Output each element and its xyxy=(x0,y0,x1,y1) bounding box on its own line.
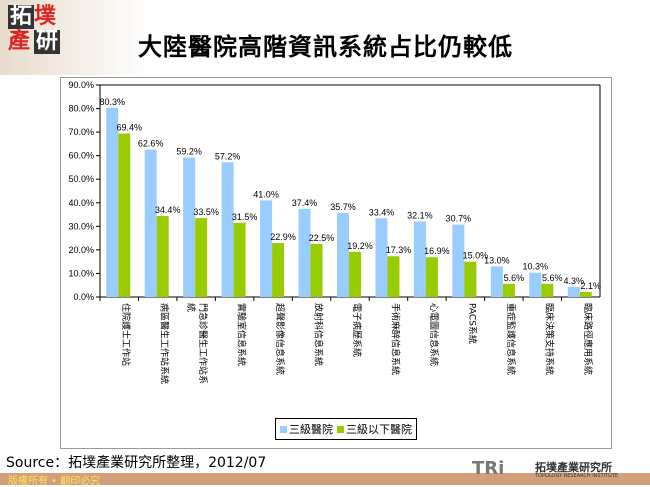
data-label: 5.6% xyxy=(542,273,563,283)
x-tick-label-continued: 統 xyxy=(185,303,197,312)
bar-2 xyxy=(349,251,361,297)
bar-2 xyxy=(156,215,169,297)
bar-1 xyxy=(106,107,119,297)
data-label: 22.9% xyxy=(270,232,296,242)
data-label: 2.1% xyxy=(581,281,602,291)
copyright-text: 版權所有 • 翻印必究 xyxy=(8,476,101,487)
x-tick-label: 放射科信息系統 xyxy=(313,303,325,366)
y-tick-label: 60.0% xyxy=(68,151,94,161)
bar-1 xyxy=(260,200,273,297)
data-label: 59.2% xyxy=(176,147,202,157)
bar-1 xyxy=(144,149,157,297)
bar-1 xyxy=(298,208,311,297)
data-label: 34.4% xyxy=(155,205,181,215)
bar-2 xyxy=(464,261,477,297)
data-label: 57.2% xyxy=(215,151,241,161)
logo: 拓 墣 產 研 xyxy=(8,4,61,54)
data-label: 31.5% xyxy=(232,212,258,222)
legend-item-series-1: 三級醫院 xyxy=(280,421,333,437)
x-tick-label: 臨床決策支持系統 xyxy=(543,303,555,375)
data-label: 17.3% xyxy=(386,245,412,255)
y-tick-label: 20.0% xyxy=(68,245,94,255)
bar-2 xyxy=(118,133,131,297)
x-tick-label: PACS系統 xyxy=(466,303,478,344)
legend-label: 三級以下醫院 xyxy=(346,423,412,436)
page-title: 大陸醫院高階資訊系統占比仍較低 xyxy=(138,32,513,61)
y-tick-label: 70.0% xyxy=(68,127,94,137)
bar-2 xyxy=(541,283,554,297)
legend-swatch xyxy=(280,426,287,433)
x-tick-label: 重症監護信息系統 xyxy=(505,303,517,375)
data-label: 16.9% xyxy=(424,246,450,256)
bar-2 xyxy=(579,292,592,297)
data-label: 15.0% xyxy=(463,251,489,261)
x-tick-label: 實驗室信息系統 xyxy=(236,303,248,366)
bar-1 xyxy=(567,286,580,297)
bar-1 xyxy=(375,218,388,297)
data-label: 62.6% xyxy=(138,139,164,149)
legend-label: 三級醫院 xyxy=(289,423,333,436)
brand-name-cn: 拓墣產業研究所 xyxy=(535,461,612,474)
brand-name-en: TOPOLOGY RESEARCH INSTITUTE xyxy=(535,473,619,479)
y-tick-label: 10.0% xyxy=(68,268,94,278)
bar-1 xyxy=(490,266,503,297)
bar-2 xyxy=(310,244,323,297)
legend-swatch xyxy=(337,426,344,433)
bar-2 xyxy=(387,256,400,297)
data-label: 13.0% xyxy=(484,255,510,265)
bar-1 xyxy=(337,212,349,297)
data-label: 35.7% xyxy=(330,202,356,212)
data-label: 41.0% xyxy=(253,189,279,199)
bar-2 xyxy=(195,218,208,297)
x-tick-label: 臨床路徑應用系統 xyxy=(582,303,594,375)
chart-legend: 三級醫院 三級以下醫院 xyxy=(275,418,417,440)
y-tick-label: 80.0% xyxy=(68,104,94,114)
data-label: 22.5% xyxy=(309,233,335,243)
y-tick-label: 30.0% xyxy=(68,221,94,231)
data-label: 69.4% xyxy=(116,123,142,133)
x-tick-label: 超聲影像信息系統 xyxy=(274,303,286,375)
brand-logo: TRi xyxy=(472,458,505,479)
data-label: 30.7% xyxy=(446,214,472,224)
bar-2 xyxy=(425,257,438,297)
bar-1 xyxy=(452,224,465,297)
data-label: 4.3% xyxy=(564,276,585,286)
data-label: 80.3% xyxy=(99,97,125,107)
legend-item-series-2: 三級以下醫院 xyxy=(337,421,412,437)
data-label: 19.2% xyxy=(347,241,373,251)
x-tick-label: 手術麻醉信息系統 xyxy=(389,303,401,375)
footer-band xyxy=(0,473,650,485)
data-label: 32.1% xyxy=(407,210,433,220)
y-tick-label: 40.0% xyxy=(68,198,94,208)
bar-2 xyxy=(272,243,285,297)
data-label: 37.4% xyxy=(292,198,318,208)
x-tick-label: 門急診醫生工作站系 xyxy=(197,303,209,384)
data-label: 10.3% xyxy=(523,262,549,272)
x-tick-label: 電子病歷系統 xyxy=(351,303,363,357)
x-tick-label: 住院護士工作站 xyxy=(120,303,132,366)
data-label: 5.6% xyxy=(504,273,525,283)
bar-1 xyxy=(183,157,196,297)
y-tick-label: 90.0% xyxy=(68,80,94,90)
data-label: 33.5% xyxy=(193,207,219,217)
bar-2 xyxy=(233,222,246,297)
bar-2 xyxy=(502,283,515,297)
x-tick-label: 病區醫生工作站系統 xyxy=(159,303,171,384)
bar-1 xyxy=(413,221,426,297)
y-tick-label: 50.0% xyxy=(68,174,94,184)
y-tick-label: 0.0% xyxy=(73,292,94,302)
source-note: Source：拓墣產業研究所整理，2012/07 xyxy=(6,455,267,471)
bar-1 xyxy=(529,272,542,297)
chart-area xyxy=(60,77,612,449)
bar-1 xyxy=(221,162,234,297)
x-tick-label: 心電圖信息系統 xyxy=(428,303,440,366)
data-label: 33.4% xyxy=(369,207,395,217)
